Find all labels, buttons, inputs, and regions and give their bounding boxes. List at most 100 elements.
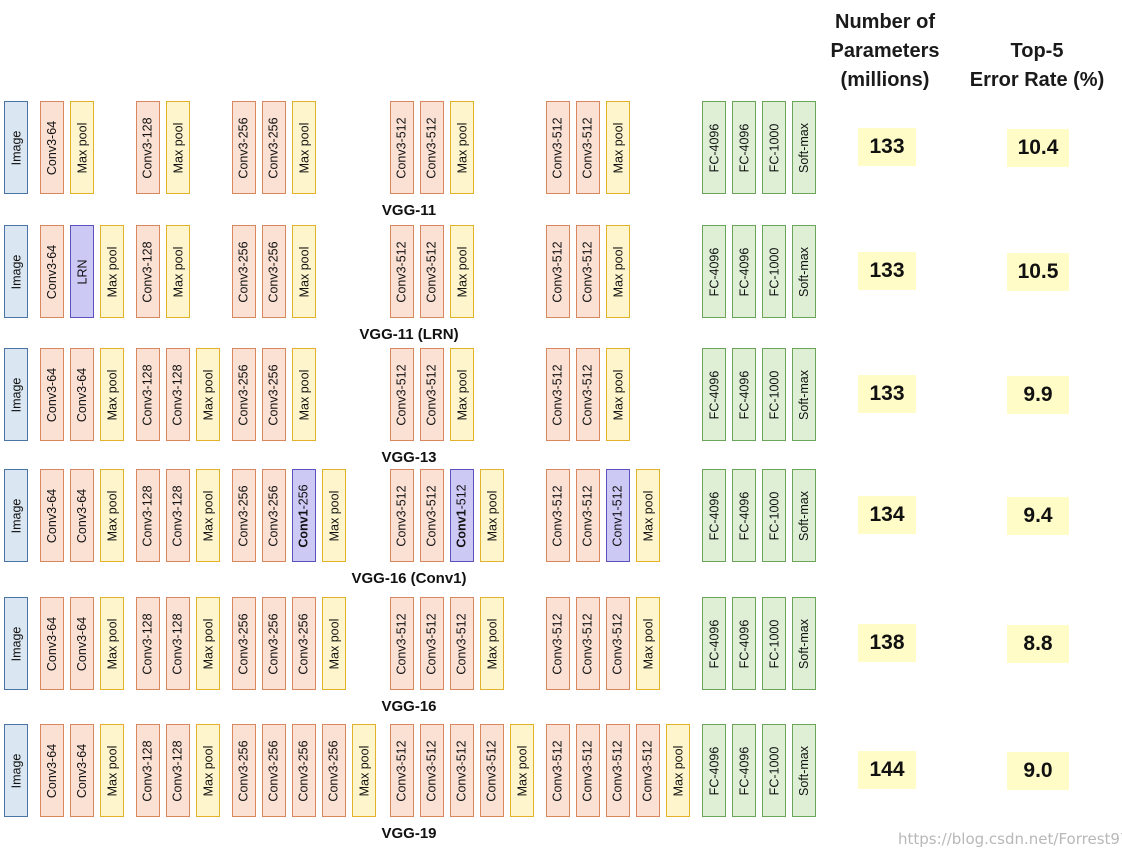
conv3-block: Conv3-512: [420, 101, 444, 194]
fc-block: FC-4096: [702, 101, 726, 194]
fc-block: FC-4096: [732, 469, 756, 562]
error-rate-value: 9.9: [1007, 376, 1069, 414]
error-rate-header: Top-5 Error Rate (%): [969, 40, 1105, 91]
softmax-block: Soft-max: [792, 469, 816, 562]
max-pool-block: Max pool: [166, 225, 190, 318]
conv3-block-label: Conv3-64: [45, 244, 60, 299]
params-value: 144: [858, 751, 916, 789]
conv3-block: Conv3-64: [70, 469, 94, 562]
conv3-block: Conv3-512: [420, 724, 444, 817]
conv3-block-label: Conv3-512: [425, 240, 439, 303]
conv3-block: Conv3-256: [232, 101, 256, 194]
conv3-block-label: Conv3-128: [171, 739, 185, 802]
max-pool-block-label: Max pool: [357, 745, 372, 796]
conv3-block: Conv3-512: [576, 101, 600, 194]
image-input-block: Image: [4, 597, 28, 690]
fc-block-label: FC-4096: [707, 370, 722, 419]
conv3-block-label: Conv3-256: [237, 612, 251, 675]
conv3-block-label: Conv3-128: [141, 116, 155, 179]
conv3-block-label: Conv3-256: [297, 612, 311, 675]
fc-block: FC-4096: [702, 469, 726, 562]
max-pool-block-label: Max pool: [297, 369, 312, 420]
conv3-block: Conv3-256: [232, 469, 256, 562]
conv3-block: Conv3-256: [232, 225, 256, 318]
fc-block: FC-1000: [762, 469, 786, 562]
error-rate-value: 9.4: [1007, 497, 1069, 535]
fc-block: FC-1000: [762, 101, 786, 194]
max-pool-block: Max pool: [196, 348, 220, 441]
max-pool-block-label: Max pool: [105, 745, 120, 796]
conv3-block: Conv3-256: [232, 597, 256, 690]
conv3-block: Conv3-512: [390, 469, 414, 562]
max-pool-block: Max pool: [450, 348, 474, 441]
conv3-block: Conv3-128: [166, 469, 190, 562]
fc-block-label: FC-4096: [707, 247, 722, 296]
conv3-block-label: Conv3-128: [171, 363, 185, 426]
softmax-block-label: Soft-max: [797, 122, 812, 173]
max-pool-block-label: Max pool: [171, 246, 186, 297]
max-pool-block-label: Max pool: [105, 246, 120, 297]
conv3-block-label: Conv3-128: [141, 240, 155, 303]
conv3-block-label: Conv3-128: [141, 363, 155, 426]
conv3-block-label: Conv3-512: [581, 363, 595, 426]
softmax-block-label: Soft-max: [797, 618, 812, 669]
max-pool-block: Max pool: [450, 101, 474, 194]
conv3-block: Conv3-128: [136, 225, 160, 318]
conv1-block-label: Conv1-512: [455, 483, 470, 548]
max-pool-block-label: Max pool: [105, 369, 120, 420]
conv3-block-label: Conv3-512: [395, 240, 409, 303]
max-pool-block-label: Max pool: [171, 122, 186, 173]
conv3-block: Conv3-512: [576, 348, 600, 441]
conv3-block: Conv3-64: [40, 724, 64, 817]
softmax-block: Soft-max: [792, 101, 816, 194]
conv3-block-label: Conv3-512: [425, 484, 439, 547]
image-input-block-label: Image: [9, 498, 23, 533]
conv3-block: Conv3-512: [606, 724, 630, 817]
conv3-block: Conv3-512: [546, 101, 570, 194]
fc-block: FC-4096: [732, 348, 756, 441]
fc-block: FC-4096: [732, 724, 756, 817]
max-pool-block: Max pool: [100, 348, 124, 441]
conv3-block: Conv3-512: [390, 597, 414, 690]
conv3-block-label: Conv3-512: [425, 612, 439, 675]
max-pool-block: Max pool: [292, 101, 316, 194]
conv3-block: Conv3-256: [262, 597, 286, 690]
max-pool-block: Max pool: [70, 101, 94, 194]
max-pool-block: Max pool: [480, 597, 504, 690]
max-pool-block-label: Max pool: [641, 490, 656, 541]
model-name-label: VGG-16 (Conv1): [351, 570, 467, 587]
conv3-block: Conv3-512: [546, 348, 570, 441]
max-pool-block: Max pool: [636, 597, 660, 690]
conv3-block: Conv3-64: [40, 225, 64, 318]
conv3-block-label: Conv3-64: [75, 367, 90, 422]
conv3-block-label: Conv3-512: [551, 612, 565, 675]
conv3-block-label: Conv3-256: [237, 484, 251, 547]
max-pool-block-label: Max pool: [105, 618, 120, 669]
image-input-block: Image: [4, 225, 28, 318]
conv3-block: Conv3-512: [420, 469, 444, 562]
conv3-block: Conv3-64: [70, 597, 94, 690]
conv1-block-label: Conv1-512: [611, 484, 625, 547]
conv3-block-label: Conv3-256: [267, 363, 281, 426]
max-pool-block-label: Max pool: [611, 122, 626, 173]
conv3-block: Conv3-128: [136, 597, 160, 690]
conv1-block: Conv1-512: [450, 469, 474, 562]
conv3-block-label: Conv3-64: [45, 743, 60, 798]
conv3-block: Conv3-128: [166, 348, 190, 441]
max-pool-block-label: Max pool: [75, 122, 90, 173]
image-input-block: Image: [4, 724, 28, 817]
max-pool-block-label: Max pool: [327, 618, 342, 669]
conv3-block-label: Conv3-512: [581, 116, 595, 179]
softmax-block: Soft-max: [792, 225, 816, 318]
conv3-block: Conv3-256: [262, 469, 286, 562]
params-value: 133: [858, 252, 916, 290]
max-pool-block: Max pool: [322, 597, 346, 690]
max-pool-block: Max pool: [450, 225, 474, 318]
conv3-block: Conv3-128: [136, 348, 160, 441]
max-pool-block: Max pool: [606, 225, 630, 318]
conv3-block: Conv3-64: [70, 348, 94, 441]
max-pool-block-label: Max pool: [105, 490, 120, 541]
fc-block: FC-1000: [762, 597, 786, 690]
conv3-block-label: Conv3-512: [581, 739, 595, 802]
